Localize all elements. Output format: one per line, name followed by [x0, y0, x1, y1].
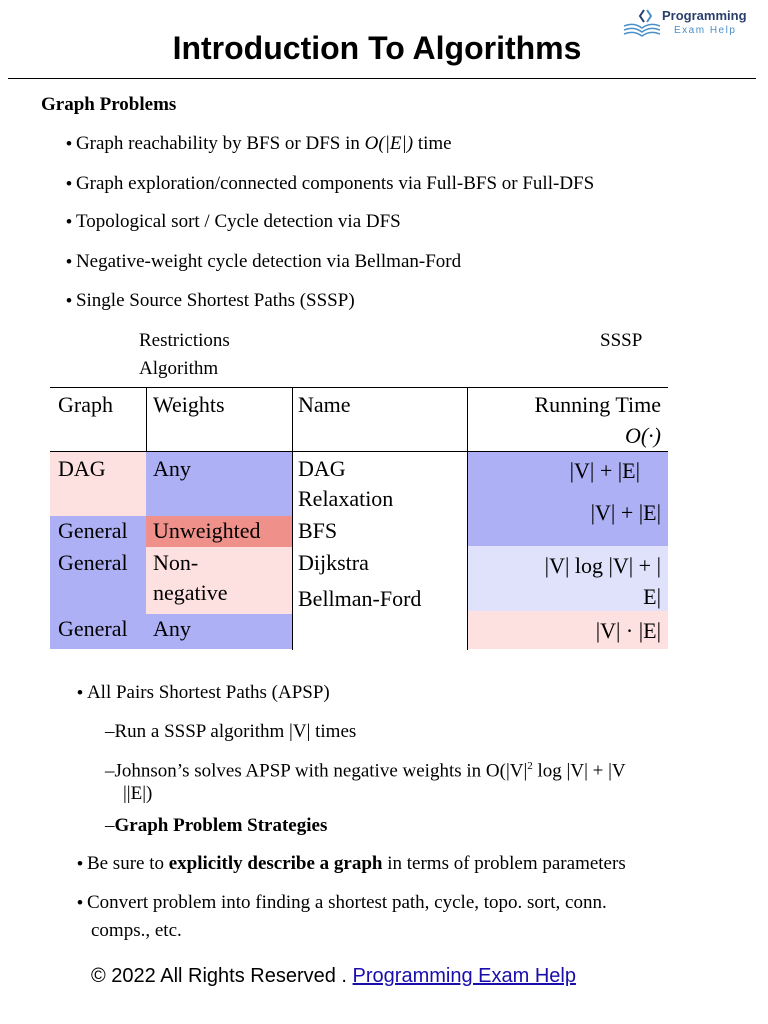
cell-bg	[467, 611, 668, 649]
caption-algorithm: Algorithm	[139, 358, 219, 379]
logo-title: Programming	[662, 8, 747, 23]
bullet-dot-icon: •	[66, 212, 72, 231]
row2-name: BFS	[298, 518, 338, 543]
sub-bullet-run-sssp: –Run a SSSP algorithm |V| times	[105, 721, 356, 743]
brand-logo: Programming Exam Help	[622, 6, 762, 40]
math-expression: O(|E|)	[364, 133, 414, 154]
row2-weights: Unweighted	[153, 518, 261, 543]
bullet-text: Graph exploration/connected components v…	[75, 173, 595, 194]
row4-graph: General	[58, 616, 128, 641]
bullet-text: in terms of problem parameters	[382, 853, 626, 874]
footer: © 2022 All Rights Reserved . Programming…	[91, 965, 576, 988]
bullet-dot-icon: •	[77, 683, 83, 702]
row3-weights: Non-	[153, 550, 199, 575]
table-column-divider	[292, 387, 293, 650]
bullet-dot-icon: •	[66, 134, 72, 153]
bullet-convert-problem-cont: comps., etc.	[91, 920, 182, 941]
table-column-divider	[467, 387, 468, 650]
bullet-dot-icon: •	[66, 291, 72, 310]
sub-bullet-text: Run a SSSP algorithm |V| times	[114, 721, 357, 742]
row4-time: |V| · |E|	[595, 618, 661, 643]
bullet-bold-text: explicitly describe a graph	[168, 853, 383, 874]
bullet-dot-icon: •	[77, 854, 83, 873]
table-header-border	[50, 451, 668, 452]
row1-weights: Any	[153, 456, 191, 481]
header-name: Name	[298, 392, 351, 417]
row3-time: |V| log |V| + |	[544, 553, 661, 578]
dash-icon: –	[105, 721, 115, 742]
page-title: Introduction To Algorithms	[172, 30, 582, 66]
bullet-sssp: • Single Source Shortest Paths (SSSP)	[66, 290, 355, 312]
bullet-describe-graph: • Be sure to explicitly describe a graph …	[77, 853, 626, 875]
title-divider	[8, 78, 756, 79]
cell-bg	[146, 547, 292, 614]
cell-bg	[146, 451, 292, 516]
sub-bullet-strategies: –Graph Problem Strategies	[105, 815, 327, 837]
bullet-text: Topological sort / Cycle detection via D…	[75, 211, 401, 232]
caption-restrictions: Restrictions	[139, 330, 230, 351]
bullet-text: time	[413, 133, 452, 154]
row1-time: |V| + |E|	[569, 458, 640, 483]
book-code-icon	[623, 9, 660, 37]
row3-time-cont: E|	[643, 584, 661, 609]
logo-subtitle: Exam Help	[674, 25, 737, 36]
sssp-table: Graph Weights Name Running Time O(·) DAG…	[50, 387, 668, 650]
bullet-apsp: • All Pairs Shortest Paths (APSP)	[77, 682, 330, 704]
bullet-convert-problem: • Convert problem into finding a shortest…	[77, 892, 607, 914]
cell-bg	[467, 546, 668, 611]
sub-bullet-text: Graph Problem Strategies	[114, 815, 328, 836]
bullet-text: Be sure to	[86, 853, 169, 874]
bullet-text: All Pairs Shortest Paths (APSP)	[86, 682, 330, 703]
footer-link[interactable]: Programming Exam Help	[352, 965, 576, 987]
row3-graph: General	[58, 550, 128, 575]
row3-weights-cont: negative	[153, 580, 228, 605]
bullet-reachability: • Graph reachability by BFS or DFS in O(|…	[66, 133, 452, 155]
sub-bullet-text: log |V| + |V	[532, 760, 626, 782]
row4-weights: Any	[153, 616, 191, 641]
bullet-text: Graph reachability by BFS or DFS in	[75, 133, 365, 154]
superscript: 2	[527, 760, 533, 772]
header-graph: Graph	[58, 392, 113, 417]
copyright-text: © 2022 All Rights Reserved .	[91, 965, 353, 987]
table-column-divider	[146, 387, 147, 451]
row2-time: |V| + |E|	[590, 500, 661, 525]
bullet-dot-icon: •	[66, 174, 72, 193]
bullet-text: Single Source Shortest Paths (SSSP)	[75, 290, 355, 311]
sub-bullet-johnson: –Johnson’s solves APSP with negative wei…	[105, 755, 626, 782]
row1-graph: DAG	[58, 456, 106, 481]
header-weights: Weights	[153, 392, 225, 417]
bullet-dot-icon: •	[66, 252, 72, 271]
row3-name: Dijkstra	[298, 550, 369, 575]
bullet-dot-icon: •	[77, 893, 83, 912]
row1-name: DAG	[298, 456, 346, 481]
header-running-time-o: O(·)	[624, 423, 661, 448]
sub-bullet-johnson-cont: ||E|)	[123, 783, 153, 804]
header-running-time: Running Time	[534, 392, 661, 417]
section-heading: Graph Problems	[41, 94, 177, 115]
cell-bg	[146, 516, 292, 547]
table-top-border	[50, 387, 668, 388]
cell-bg	[467, 451, 668, 546]
row4-name: Bellman-Ford	[298, 586, 422, 611]
bullet-toposort: • Topological sort / Cycle detection via …	[66, 211, 401, 233]
cell-bg	[50, 451, 146, 516]
row1-name-cont: Relaxation	[298, 486, 394, 511]
bullet-text: Negative-weight cycle detection via Bell…	[75, 251, 462, 272]
sub-bullet-text: Johnson’s solves APSP with negative weig…	[114, 760, 528, 782]
bullet-negative-cycle: • Negative-weight cycle detection via Bel…	[66, 251, 461, 273]
dash-icon: –	[105, 760, 115, 782]
bullet-exploration: • Graph exploration/connected components …	[66, 173, 594, 195]
caption-sssp: SSSP	[600, 330, 643, 351]
dash-icon: –	[105, 815, 115, 836]
bullet-text: Convert problem into finding a shortest …	[86, 892, 607, 913]
cell-bg	[50, 516, 146, 649]
cell-bg	[146, 614, 292, 649]
row2-graph: General	[58, 518, 128, 543]
